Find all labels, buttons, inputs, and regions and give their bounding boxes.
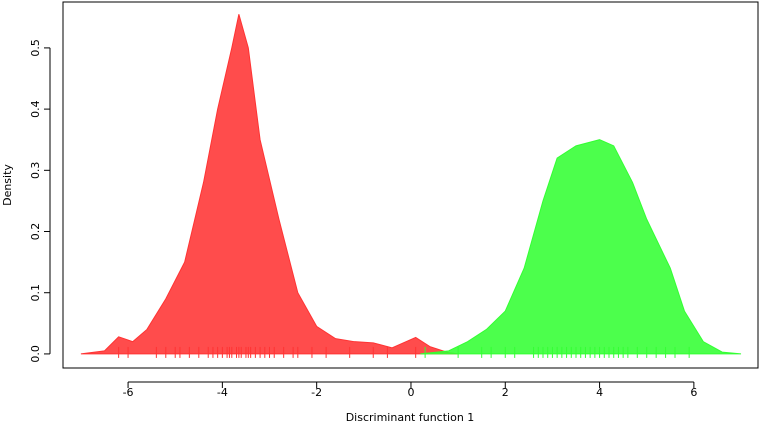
y-tick-label: 0.0 (29, 345, 42, 363)
density-area (80, 14, 459, 355)
x-tick-label: 4 (596, 386, 603, 399)
y-tick-label: 0.1 (29, 284, 42, 302)
x-tick-label: 0 (407, 386, 414, 399)
y-axis-label: Density (1, 164, 14, 206)
x-tick-label: -6 (123, 386, 134, 399)
y-tick-label: 0.4 (29, 100, 42, 118)
x-tick-label: 6 (690, 386, 697, 399)
y-tick-label: 0.3 (29, 162, 42, 180)
y-tick-label: 0.5 (29, 39, 42, 57)
plot-box (62, 1, 759, 369)
x-tick-label: -4 (217, 386, 228, 399)
y-tick-label: 0.2 (29, 223, 42, 241)
x-tick-label: 2 (502, 386, 509, 399)
x-axis-label: Discriminant function 1 (346, 411, 475, 423)
x-tick-label: -2 (311, 386, 322, 399)
density-area (420, 139, 742, 355)
